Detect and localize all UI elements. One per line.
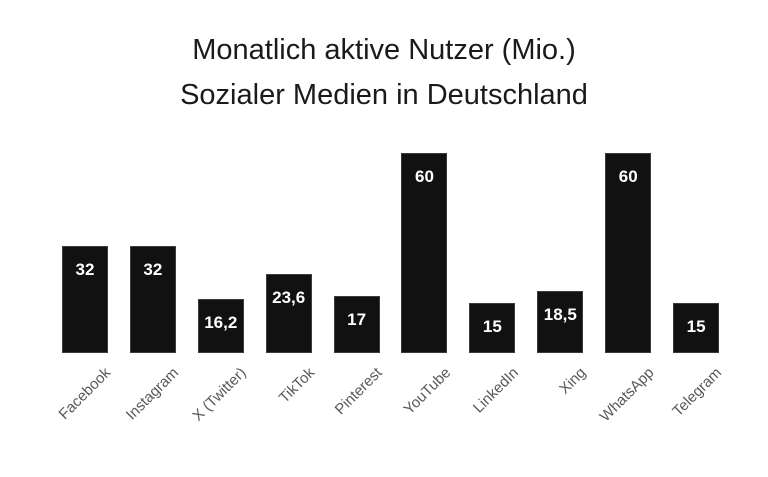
- category-label-facebook: Facebook: [55, 364, 115, 423]
- chart-title-line-2: Sozialer Medien in Deutschland: [180, 79, 588, 111]
- bar-slot-telegram: 15 Telegram: [662, 153, 730, 420]
- bar-facebook: 32: [61, 246, 108, 353]
- bar-slot-pinterest: 17 Pinterest: [323, 153, 391, 418]
- category-label-tiktok: TikTok: [275, 364, 318, 407]
- bar-slot-whatsapp: 60 WhatsApp: [594, 153, 662, 425]
- category-label-linkedin: LinkedIn: [469, 364, 522, 417]
- bar-slot-xing: 18,5 Xing: [526, 153, 594, 398]
- category-label-whatsapp: WhatsApp: [596, 364, 658, 426]
- bar-slot-youtube: 60 YouTube: [391, 153, 459, 418]
- bar-youtube: 60: [401, 153, 448, 353]
- bar-whatsapp: 60: [605, 153, 652, 353]
- chart-title-line-1: Monatlich aktive Nutzer (Mio.): [192, 34, 576, 66]
- chart-title: Monatlich aktive Nutzer (Mio.) Sozialer …: [0, 28, 768, 118]
- bar-slot-linkedin: 15 LinkedIn: [458, 153, 526, 416]
- bar-value-label-telegram: 15: [686, 317, 706, 336]
- bar-slot-facebook: 32 Facebook: [51, 153, 119, 423]
- bar-slot-x-twitter: 16,2 X (Twitter): [187, 153, 255, 425]
- category-label-telegram: Telegram: [669, 364, 726, 420]
- bar-xing: 18,5: [537, 291, 584, 353]
- category-label-pinterest: Pinterest: [332, 364, 386, 419]
- bar-slot-instagram: 32 Instagram: [119, 153, 187, 423]
- bar-pinterest: 17: [333, 296, 380, 353]
- category-label-instagram: Instagram: [122, 364, 183, 424]
- bar-slot-tiktok: 23,6 TikTok: [255, 153, 323, 407]
- category-label-x-twitter: X (Twitter): [189, 364, 251, 425]
- bar-value-label-youtube: 60: [415, 167, 434, 186]
- plot-area: 32 Facebook 32 Instagram 16,2 X (Twitter) 23,6…: [51, 153, 730, 425]
- bar-linkedin: 15: [469, 303, 516, 353]
- bar-value-label-facebook: 32: [75, 260, 95, 280]
- category-label-youtube: YouTube: [400, 364, 454, 418]
- bar-x-twitter: 16,2: [197, 299, 244, 353]
- bar-value-label-instagram: 32: [143, 260, 163, 280]
- bar-value-label-xing: 18,5: [543, 305, 577, 325]
- bar-tiktok: 23,6: [265, 274, 312, 353]
- bar-instagram: 32: [129, 246, 176, 353]
- bar-value-label-linkedin: 15: [482, 317, 502, 336]
- bar-telegram: 15: [673, 303, 720, 353]
- bar-value-label-x-twitter: 16,2: [204, 313, 238, 332]
- bar-value-label-pinterest: 17: [347, 310, 367, 330]
- category-label-xing: Xing: [556, 364, 590, 398]
- bar-value-label-whatsapp: 60: [618, 167, 638, 186]
- bar-value-label-tiktok: 23,6: [272, 288, 306, 308]
